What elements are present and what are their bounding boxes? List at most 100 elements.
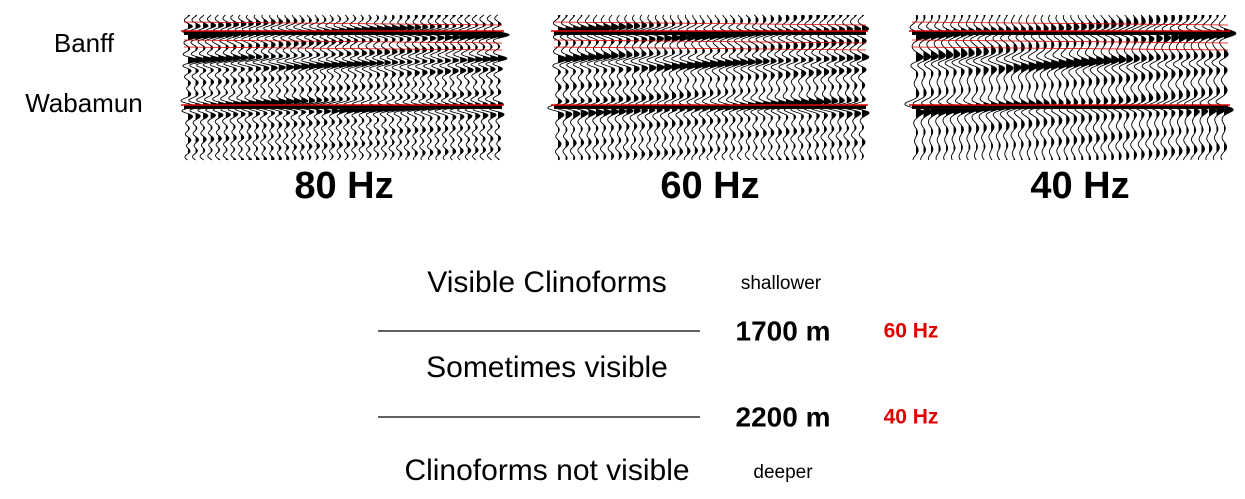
trace bbox=[995, 14, 1017, 161]
trace bbox=[216, 14, 236, 161]
trace-fill bbox=[961, 15, 974, 160]
trace bbox=[310, 14, 335, 161]
trace bbox=[1011, 14, 1030, 161]
trace bbox=[1051, 14, 1070, 161]
trace bbox=[274, 14, 295, 161]
trace-fill bbox=[983, 15, 996, 160]
trace-fill bbox=[308, 15, 319, 160]
trace bbox=[1176, 14, 1197, 161]
trace bbox=[480, 14, 503, 161]
trace-fill bbox=[1208, 15, 1221, 160]
trace-fill bbox=[1036, 15, 1046, 160]
trace-fill bbox=[953, 15, 966, 160]
trace bbox=[920, 14, 942, 161]
trace bbox=[1123, 14, 1140, 161]
trace bbox=[473, 14, 495, 161]
trace bbox=[1199, 14, 1221, 161]
panel-label: 80 Hz bbox=[294, 165, 393, 207]
trace-fill bbox=[1058, 15, 1069, 160]
trace bbox=[849, 14, 870, 161]
trace bbox=[1145, 14, 1163, 161]
trace bbox=[747, 14, 768, 161]
trace-fill bbox=[808, 15, 818, 160]
trace bbox=[677, 14, 698, 161]
frequency: 40 Hz bbox=[884, 406, 939, 429]
trace-fill bbox=[976, 15, 989, 160]
trace bbox=[381, 14, 406, 160]
horizon-pick bbox=[553, 39, 867, 44]
trace bbox=[832, 14, 854, 161]
trace bbox=[1027, 14, 1046, 161]
trace-fill bbox=[399, 15, 413, 160]
trace bbox=[488, 14, 510, 161]
trace-fill bbox=[1081, 15, 1091, 160]
trace bbox=[796, 14, 818, 161]
trace-fill bbox=[384, 15, 398, 160]
trace bbox=[302, 14, 327, 161]
trace-fill bbox=[618, 15, 626, 160]
trace bbox=[790, 14, 812, 161]
trace bbox=[783, 14, 805, 160]
trace bbox=[202, 14, 222, 161]
trace-fill bbox=[596, 15, 605, 160]
trace bbox=[195, 14, 214, 161]
trace bbox=[441, 14, 462, 161]
trace bbox=[409, 14, 434, 161]
trace-fill bbox=[1073, 15, 1084, 160]
trace bbox=[1043, 14, 1062, 161]
trace bbox=[825, 14, 846, 161]
trace bbox=[1074, 14, 1092, 161]
trace bbox=[563, 14, 584, 161]
trace bbox=[1138, 14, 1155, 161]
trace bbox=[951, 14, 974, 161]
trace-fill bbox=[293, 15, 302, 160]
trace bbox=[375, 14, 398, 161]
trace bbox=[288, 14, 311, 161]
trace bbox=[252, 14, 275, 161]
trace-fill bbox=[801, 15, 811, 160]
trace bbox=[686, 14, 706, 161]
trace bbox=[593, 14, 613, 161]
trace bbox=[987, 14, 1010, 161]
horizon-label: Banff bbox=[54, 28, 115, 58]
panel-label: 60 Hz bbox=[660, 165, 759, 207]
trace bbox=[1116, 14, 1134, 161]
horizon-pick bbox=[911, 39, 1229, 44]
trace bbox=[929, 14, 950, 161]
trace bbox=[351, 14, 374, 161]
trace bbox=[644, 14, 665, 161]
horizon-pick bbox=[911, 46, 1229, 51]
trace bbox=[1161, 14, 1180, 161]
zone-label: Clinoforms not visible bbox=[404, 454, 689, 487]
trace bbox=[360, 14, 383, 161]
trace-fill bbox=[392, 15, 405, 160]
trace bbox=[1102, 14, 1120, 161]
trace-fill bbox=[1066, 15, 1077, 160]
trace bbox=[965, 14, 989, 161]
horizon-label: Wabamun bbox=[25, 88, 143, 118]
panel-label: 40 Hz bbox=[1030, 165, 1129, 207]
horizon-pick bbox=[553, 46, 867, 51]
trace bbox=[652, 14, 674, 161]
trace bbox=[395, 14, 420, 161]
trace bbox=[259, 14, 281, 161]
trace bbox=[912, 14, 935, 161]
trace bbox=[433, 14, 454, 161]
trace bbox=[180, 14, 199, 161]
horizon-pick bbox=[183, 39, 503, 44]
trace bbox=[629, 14, 649, 161]
trace bbox=[579, 14, 599, 161]
trace bbox=[614, 14, 634, 161]
trace bbox=[702, 14, 722, 161]
trace-fill bbox=[831, 15, 838, 160]
trace bbox=[209, 14, 229, 161]
trace bbox=[777, 14, 798, 161]
trace bbox=[1153, 14, 1172, 161]
trace bbox=[660, 14, 682, 161]
horizon-pick bbox=[911, 21, 1229, 26]
trace-fill bbox=[793, 15, 804, 160]
depth: 2200 m bbox=[736, 401, 831, 432]
trace-fill bbox=[603, 15, 613, 160]
trace bbox=[709, 14, 730, 161]
note: shallower bbox=[741, 273, 822, 294]
